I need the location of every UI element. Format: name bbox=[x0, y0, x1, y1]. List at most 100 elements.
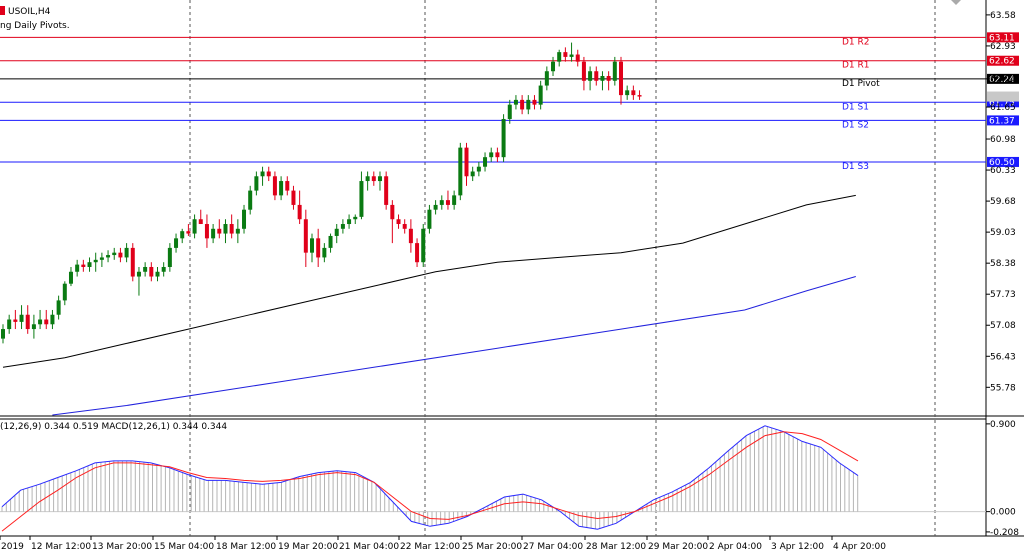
candle-body[interactable] bbox=[266, 171, 271, 177]
candle-body[interactable] bbox=[25, 314, 30, 330]
candle-body[interactable] bbox=[347, 219, 352, 225]
candle-body[interactable] bbox=[75, 264, 80, 272]
candle-body[interactable] bbox=[408, 228, 413, 244]
candle-body[interactable] bbox=[637, 95, 642, 97]
candle-body[interactable] bbox=[501, 118, 506, 158]
candle-body[interactable] bbox=[285, 181, 290, 191]
candle-body[interactable] bbox=[13, 319, 18, 322]
candle-body[interactable] bbox=[377, 176, 382, 182]
candle-body[interactable] bbox=[334, 228, 339, 236]
candle-body[interactable] bbox=[87, 262, 92, 267]
candle-body[interactable] bbox=[68, 271, 73, 284]
candle-body[interactable] bbox=[174, 238, 179, 248]
candle-body[interactable] bbox=[365, 176, 370, 182]
candle-body[interactable] bbox=[390, 204, 395, 220]
candle-body[interactable] bbox=[581, 61, 586, 81]
candle-body[interactable] bbox=[7, 319, 12, 330]
candle-body[interactable] bbox=[56, 300, 61, 315]
candle-body[interactable] bbox=[421, 228, 426, 263]
candle-body[interactable] bbox=[340, 224, 345, 229]
candle-body[interactable] bbox=[248, 190, 253, 210]
candle-body[interactable] bbox=[507, 104, 512, 119]
candle-body[interactable] bbox=[371, 176, 376, 182]
candle-body[interactable] bbox=[384, 176, 389, 205]
candle-body[interactable] bbox=[569, 54, 574, 57]
candle-body[interactable] bbox=[155, 271, 160, 277]
candle-body[interactable] bbox=[606, 76, 611, 81]
candle-body[interactable] bbox=[31, 324, 36, 330]
candle-body[interactable] bbox=[254, 176, 259, 191]
candle-body[interactable] bbox=[594, 71, 599, 81]
candle-body[interactable] bbox=[106, 255, 111, 258]
candle-body[interactable] bbox=[557, 52, 562, 62]
candle-body[interactable] bbox=[62, 283, 67, 301]
candle-body[interactable] bbox=[544, 71, 549, 86]
candle-body[interactable] bbox=[112, 252, 117, 256]
candle-body[interactable] bbox=[439, 200, 444, 205]
candle-body[interactable] bbox=[118, 252, 123, 258]
candle-body[interactable] bbox=[483, 157, 488, 167]
candles[interactable] bbox=[1, 42, 642, 344]
candle-body[interactable] bbox=[297, 204, 302, 220]
candle-body[interactable] bbox=[93, 259, 98, 263]
candle-body[interactable] bbox=[161, 266, 166, 272]
candle-body[interactable] bbox=[476, 166, 481, 172]
candle-body[interactable] bbox=[143, 266, 148, 272]
candle-body[interactable] bbox=[631, 90, 636, 96]
candle-body[interactable] bbox=[575, 54, 580, 62]
candle-body[interactable] bbox=[359, 181, 364, 217]
candle-body[interactable] bbox=[303, 219, 308, 253]
candle-body[interactable] bbox=[600, 76, 605, 81]
candle-body[interactable] bbox=[260, 171, 265, 177]
candle-body[interactable] bbox=[136, 271, 141, 277]
candle-body[interactable] bbox=[445, 200, 450, 205]
candle-body[interactable] bbox=[563, 52, 568, 57]
candle-body[interactable] bbox=[217, 228, 222, 234]
candle-body[interactable] bbox=[242, 209, 247, 229]
candle-body[interactable] bbox=[291, 190, 296, 205]
candle-body[interactable] bbox=[279, 181, 284, 196]
candle-body[interactable] bbox=[495, 152, 500, 158]
candle-body[interactable] bbox=[167, 247, 172, 267]
candle-body[interactable] bbox=[99, 257, 104, 260]
candle-body[interactable] bbox=[316, 238, 321, 258]
candle-body[interactable] bbox=[19, 314, 24, 322]
candle-body[interactable] bbox=[198, 219, 203, 225]
candle-body[interactable] bbox=[612, 61, 617, 81]
candle-body[interactable] bbox=[458, 147, 463, 196]
candle-body[interactable] bbox=[452, 195, 457, 205]
candle-body[interactable] bbox=[211, 228, 216, 239]
candle-body[interactable] bbox=[149, 266, 154, 277]
candle-body[interactable] bbox=[353, 216, 358, 220]
candle-body[interactable] bbox=[124, 247, 129, 258]
candle-body[interactable] bbox=[464, 147, 469, 177]
candle-body[interactable] bbox=[322, 247, 327, 258]
candle-body[interactable] bbox=[433, 204, 438, 210]
candle-body[interactable] bbox=[229, 224, 234, 234]
candle-body[interactable] bbox=[415, 243, 420, 263]
candle-body[interactable] bbox=[81, 264, 86, 267]
candle-body[interactable] bbox=[588, 71, 593, 81]
candle-body[interactable] bbox=[538, 85, 543, 105]
candle-body[interactable] bbox=[38, 319, 43, 325]
candle-body[interactable] bbox=[470, 171, 475, 177]
candle-body[interactable] bbox=[625, 90, 630, 96]
candle-body[interactable] bbox=[402, 224, 407, 229]
candle-body[interactable] bbox=[50, 314, 55, 325]
candle-body[interactable] bbox=[180, 231, 185, 239]
candle-body[interactable] bbox=[192, 219, 197, 234]
candle-body[interactable] bbox=[235, 228, 240, 234]
candle-body[interactable] bbox=[204, 224, 209, 239]
candle-body[interactable] bbox=[427, 209, 432, 229]
candle-body[interactable] bbox=[1, 329, 5, 339]
candle-body[interactable] bbox=[130, 247, 135, 277]
candle-body[interactable] bbox=[520, 99, 525, 110]
candle-body[interactable] bbox=[310, 238, 314, 253]
candle-body[interactable] bbox=[532, 99, 537, 105]
candle-body[interactable] bbox=[186, 231, 191, 234]
candle-body[interactable] bbox=[619, 61, 623, 96]
candle-body[interactable] bbox=[526, 99, 531, 110]
candle-body[interactable] bbox=[489, 152, 494, 158]
candle-body[interactable] bbox=[272, 176, 277, 196]
